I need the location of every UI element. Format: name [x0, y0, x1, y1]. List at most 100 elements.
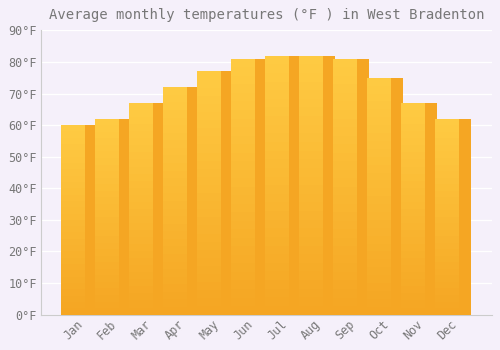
Bar [62, 258, 86, 264]
Bar [96, 223, 120, 230]
Bar [142, 103, 165, 315]
Bar [334, 238, 357, 246]
Bar [436, 295, 460, 302]
Bar [130, 286, 154, 293]
Bar [164, 140, 188, 148]
Bar [300, 237, 324, 246]
Bar [198, 177, 222, 185]
Bar [266, 297, 289, 306]
Bar [436, 275, 460, 282]
Bar [368, 180, 392, 188]
Bar [130, 195, 154, 202]
Bar [62, 245, 86, 251]
Bar [232, 59, 256, 68]
Bar [62, 232, 86, 239]
Bar [96, 236, 120, 243]
Bar [232, 127, 256, 135]
Bar [164, 209, 188, 216]
Bar [402, 202, 425, 209]
Bar [402, 145, 425, 152]
Bar [130, 244, 154, 251]
Bar [96, 145, 120, 152]
Bar [62, 182, 86, 188]
Bar [232, 170, 256, 178]
Bar [164, 201, 188, 209]
Bar [300, 168, 324, 176]
Bar [62, 296, 86, 302]
Bar [402, 265, 425, 272]
Bar [164, 277, 188, 284]
Bar [130, 202, 154, 209]
Bar [96, 275, 120, 282]
Bar [232, 298, 256, 306]
Bar [130, 301, 154, 308]
Bar [334, 195, 357, 204]
Bar [334, 289, 357, 298]
Bar [266, 168, 289, 176]
Bar [334, 306, 357, 315]
Bar [436, 132, 460, 138]
Bar [368, 125, 392, 133]
Bar [130, 308, 154, 315]
Bar [402, 195, 425, 202]
Bar [300, 107, 324, 116]
Bar [300, 220, 324, 228]
Bar [232, 289, 256, 298]
Bar [334, 135, 357, 144]
Bar [402, 258, 425, 265]
Bar [436, 138, 460, 145]
Bar [436, 230, 460, 236]
Bar [334, 178, 357, 187]
Bar [232, 84, 256, 93]
Bar [232, 229, 256, 238]
Bar [164, 163, 188, 170]
Bar [198, 299, 222, 307]
Bar [300, 56, 324, 64]
Bar [164, 254, 188, 261]
Bar [266, 142, 289, 150]
Bar [436, 236, 460, 243]
Bar [164, 133, 188, 140]
Bar [62, 214, 86, 220]
Bar [334, 255, 357, 264]
Bar [266, 228, 289, 237]
Bar [266, 272, 289, 280]
Bar [164, 178, 188, 186]
Bar [130, 174, 154, 181]
Bar [266, 306, 289, 315]
Bar [266, 211, 289, 220]
Bar [96, 184, 120, 191]
Bar [198, 233, 222, 242]
Bar [266, 263, 289, 272]
Bar [414, 103, 437, 315]
Bar [368, 188, 392, 196]
Bar [164, 216, 188, 224]
Bar [130, 216, 154, 223]
Bar [436, 269, 460, 275]
Bar [436, 125, 460, 132]
Bar [62, 201, 86, 207]
Bar [346, 59, 369, 315]
Bar [96, 119, 120, 125]
Bar [130, 110, 154, 117]
Bar [402, 244, 425, 251]
Bar [402, 103, 425, 110]
Bar [266, 176, 289, 185]
Bar [198, 250, 222, 258]
Bar [164, 300, 188, 307]
Bar [232, 195, 256, 204]
Bar [436, 164, 460, 171]
Bar [402, 216, 425, 223]
Bar [368, 236, 392, 244]
Bar [266, 280, 289, 289]
Bar [368, 196, 392, 204]
Bar [368, 141, 392, 149]
Bar [96, 164, 120, 171]
Bar [62, 226, 86, 232]
Bar [130, 251, 154, 258]
Bar [232, 204, 256, 212]
Bar [436, 152, 460, 158]
Bar [198, 96, 222, 104]
Bar [266, 237, 289, 246]
Bar [62, 144, 86, 150]
